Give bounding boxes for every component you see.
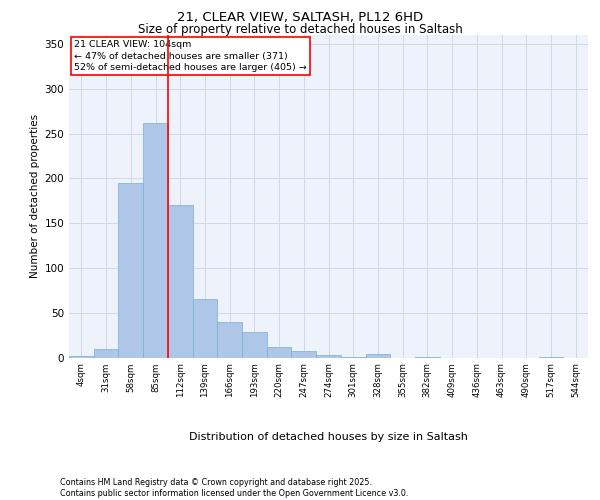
Bar [267, 347, 292, 358]
Text: 21 CLEAR VIEW: 104sqm
← 47% of detached houses are smaller (371)
52% of semi-det: 21 CLEAR VIEW: 104sqm ← 47% of detached … [74, 40, 307, 72]
Bar [242, 332, 267, 357]
Bar [341, 356, 365, 358]
Bar [539, 356, 563, 358]
Y-axis label: Number of detached properties: Number of detached properties [30, 114, 40, 278]
Bar [415, 356, 440, 358]
Bar [168, 205, 193, 358]
Bar [365, 354, 390, 358]
Bar [143, 123, 168, 358]
Bar [118, 183, 143, 358]
Text: 21, CLEAR VIEW, SALTASH, PL12 6HD: 21, CLEAR VIEW, SALTASH, PL12 6HD [177, 11, 423, 24]
Text: Distribution of detached houses by size in Saltash: Distribution of detached houses by size … [190, 432, 468, 442]
Bar [193, 300, 217, 358]
Bar [217, 322, 242, 358]
Text: Contains HM Land Registry data © Crown copyright and database right 2025.
Contai: Contains HM Land Registry data © Crown c… [60, 478, 409, 498]
Bar [69, 356, 94, 358]
Bar [292, 351, 316, 358]
Bar [94, 348, 118, 358]
Text: Size of property relative to detached houses in Saltash: Size of property relative to detached ho… [137, 22, 463, 36]
Bar [316, 355, 341, 358]
